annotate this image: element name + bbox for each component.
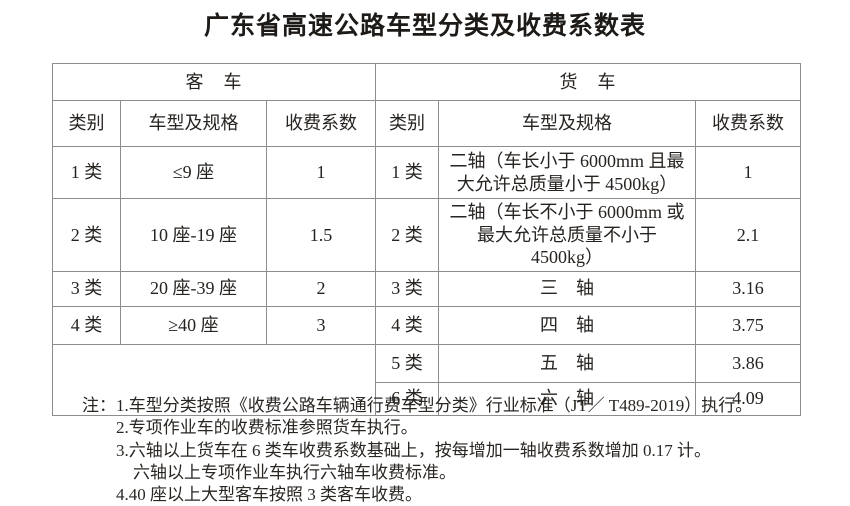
page: { "title": "广东省高速公路车型分类及收费系数表", "table":… [0, 6, 850, 506]
notes-label: 注： [82, 396, 116, 415]
table-row: 客 车 货 车 [51, 63, 802, 101]
passenger-col-header-coef: 收费系数 [265, 100, 377, 147]
table-row: 4 类 ≥40 座 3 4 类 四 轴 3.75 [52, 305, 802, 345]
truck-class-cell: 4 类 [375, 305, 440, 345]
passenger-spec-cell: ≥40 座 [120, 305, 267, 345]
truck-spec-cell: 六 轴 [438, 381, 697, 416]
table-row: 1 类 ≤9 座 1 1 类 二轴（车长小于 6000mm 且最大允许总质量小于… [52, 146, 802, 199]
passenger-spec-cell: 10 座-19 座 [120, 198, 267, 272]
passenger-class-cell: 2 类 [52, 198, 121, 272]
passenger-empty-cell [51, 343, 377, 416]
truck-coef-cell: 3.16 [695, 270, 802, 307]
notes-body: 1.车型分类按照《收费公路车辆通行费车型分类》行业标准（JT／ T489-201… [116, 395, 752, 506]
note-item: 3.六轴以上货车在 6 类车收费系数基础上，按每增加一轴收费系数增加 0.17 … [116, 440, 711, 460]
note-item: 1.车型分类按照《收费公路车辆通行费车型分类》行业标准（JT／ T489-201… [116, 396, 753, 415]
truck-col-header-class: 类别 [375, 100, 440, 147]
passenger-col-header-class: 类别 [52, 100, 121, 147]
table-row: 6 类 六 轴 4.09 [53, 381, 802, 416]
truck-class-cell: 5 类 [375, 343, 440, 383]
truck-col-header-coef: 收费系数 [695, 100, 802, 147]
passenger-spec-cell: ≤9 座 [120, 146, 267, 199]
truck-class-cell: 2 类 [375, 198, 440, 272]
passenger-spec-cell: 20 座-39 座 [120, 270, 267, 307]
truck-spec-cell: 五 轴 [438, 343, 697, 383]
truck-coef-cell: 3.75 [695, 305, 802, 345]
passenger-class-cell: 1 类 [52, 146, 121, 199]
truck-coef-cell: 1 [695, 146, 802, 199]
truck-spec-cell: 二轴（车长小于 6000mm 且最大允许总质量小于 4500kg） [438, 146, 697, 199]
note-item: 六轴以上专项作业车执行六轴车收费标准。 [133, 462, 456, 482]
truck-class-cell: 1 类 [375, 146, 440, 199]
note-item: 4.40 座以上大型客车按照 3 类客车收费。 [116, 485, 422, 505]
passenger-coef-cell: 1 [265, 146, 377, 199]
truck-coef-cell: 3.86 [695, 343, 802, 383]
truck-coef-cell: 4.09 [695, 381, 802, 416]
passenger-col-header-spec: 车型及规格 [120, 100, 267, 147]
passenger-class-cell: 4 类 [52, 305, 121, 345]
notes-section: 注： 1.车型分类按照《收费公路车辆通行费车型分类》行业标准（JT／ T489-… [82, 395, 752, 506]
truck-spec-cell: 二轴（车长不小于 6000mm 或最大允许总质量不小于 4500kg） [438, 198, 697, 272]
table-row: 2 类 10 座-19 座 1.5 2 类 二轴（车长不小于 6000mm 或最… [52, 198, 802, 272]
truck-spec-cell: 四 轴 [438, 305, 697, 345]
passenger-coef-cell: 1.5 [265, 198, 377, 272]
toll-table: 客 车 货 车 类别 车型及规格 收费系数 类别 车型及规格 收费系数 1 类 … [51, 63, 802, 416]
table-row: 3 类 20 座-39 座 2 3 类 三 轴 3.16 [52, 270, 802, 307]
truck-group-header: 货 车 [375, 63, 802, 101]
passenger-coef-cell: 2 [265, 270, 377, 307]
passenger-class-cell: 3 类 [52, 270, 121, 307]
table-row: 5 类 五 轴 3.86 [51, 343, 802, 416]
passenger-coef-cell: 3 [265, 305, 377, 345]
truck-coef-cell: 2.1 [695, 198, 802, 272]
note-item: 2.专项作业车的收费标准参照货车执行。 [116, 418, 418, 438]
passenger-group-header: 客 车 [51, 63, 377, 101]
truck-spec-cell: 三 轴 [438, 270, 697, 307]
truck-class-cell: 6 类 [375, 381, 440, 416]
page-title: 广东省高速公路车型分类及收费系数表 [203, 13, 646, 40]
table-row: 类别 车型及规格 收费系数 类别 车型及规格 收费系数 [52, 100, 802, 147]
truck-col-header-spec: 车型及规格 [438, 100, 697, 147]
truck-class-cell: 3 类 [375, 270, 440, 307]
